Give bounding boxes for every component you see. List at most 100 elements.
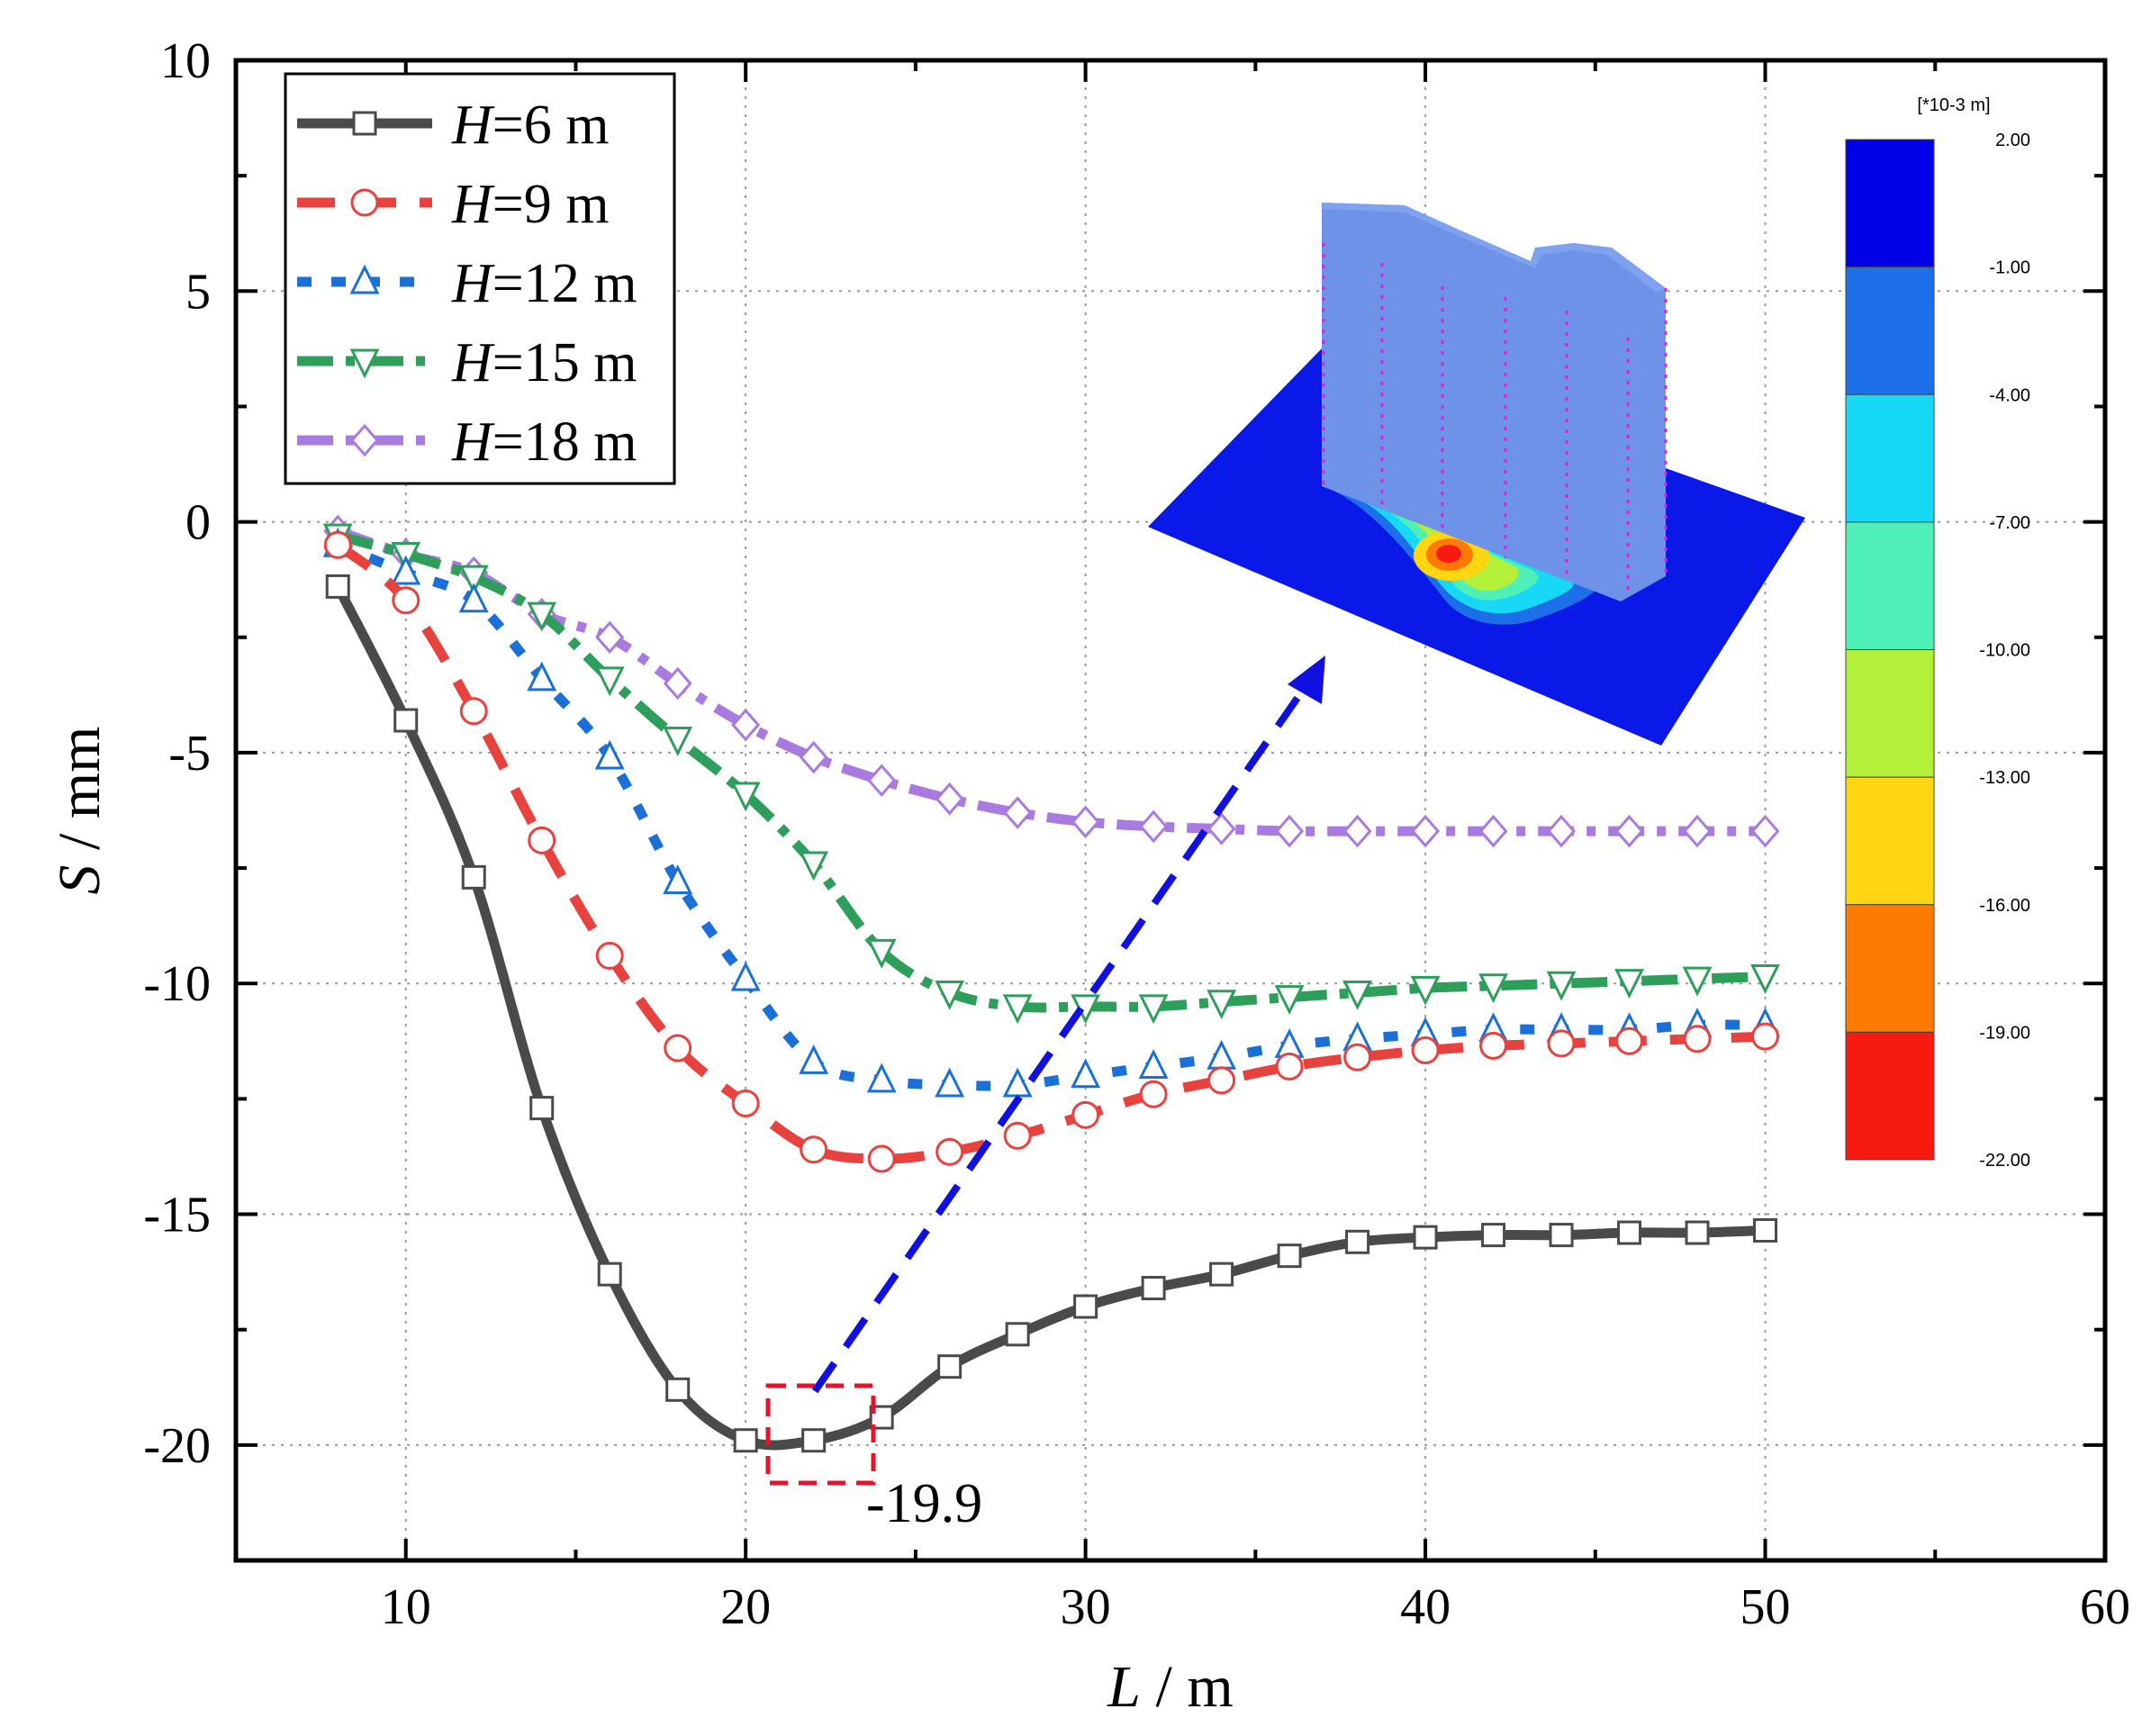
data-point	[665, 1377, 691, 1402]
legend-marker	[350, 423, 379, 457]
data-point	[458, 583, 489, 613]
data-point	[1753, 1217, 1778, 1243]
y-tick-label: -5	[168, 726, 211, 782]
legend-label-rest: =9 m	[493, 174, 610, 235]
data-point	[663, 727, 693, 756]
data-point	[594, 739, 625, 770]
series-h-12-m	[322, 527, 1780, 1098]
data-point	[730, 782, 761, 812]
legend-box	[284, 72, 676, 485]
data-point	[1549, 1223, 1574, 1248]
data-point	[1003, 1121, 1032, 1150]
x-axis-title-unit: / m	[1141, 1654, 1234, 1720]
colorbar-tick-label: -1.00	[1989, 258, 2030, 278]
y-axis-title-unit: / mm	[47, 726, 113, 864]
data-point	[935, 980, 965, 1010]
x-tick-label: 20	[720, 1579, 771, 1635]
data-point	[527, 661, 557, 692]
legend-marker	[350, 188, 379, 217]
legend-label-rest: =15 m	[493, 332, 637, 393]
data-point	[799, 740, 828, 774]
data-point	[1614, 814, 1644, 848]
data-point	[595, 620, 625, 655]
colorbar: 2.00 -1.00 -4.00 -7.00 -10.00 -13.00 -16.00 -19…	[1845, 131, 2030, 1171]
legend-label-var: H	[451, 95, 495, 156]
data-point	[392, 586, 420, 615]
legend-marker	[352, 111, 377, 136]
data-point	[1002, 994, 1033, 1025]
data-point	[866, 938, 897, 969]
data-point	[1614, 969, 1644, 999]
data-point	[1139, 809, 1169, 844]
legend-label-var: H	[451, 411, 495, 473]
data-point	[733, 1428, 758, 1453]
data-point	[1207, 1039, 1237, 1070]
legend-entry: H=6 m	[297, 95, 609, 156]
series-line	[336, 540, 1766, 1091]
y-axis-title: S / mm	[47, 726, 113, 894]
data-point	[1682, 966, 1713, 997]
minimum-highlight-box	[765, 1383, 876, 1486]
callout-arrow-head	[1288, 656, 1325, 704]
data-point	[1410, 975, 1441, 1006]
legend: H=6 mH=9 mH=12 mH=15 mH=18 m	[284, 72, 676, 485]
data-point	[1207, 812, 1236, 845]
data-point	[937, 1354, 963, 1379]
data-point	[1685, 1220, 1710, 1245]
data-point	[529, 1096, 555, 1121]
legend-entry: H=18 m	[297, 411, 637, 473]
colorbar-segment	[1845, 139, 1935, 268]
data-point	[1071, 1100, 1100, 1129]
x-tick-label: 60	[2080, 1579, 2130, 1635]
data-point	[1345, 1229, 1370, 1254]
data-point	[1411, 814, 1441, 848]
data-point	[323, 530, 352, 559]
legend-label-rest: =18 m	[493, 411, 637, 473]
inset-3d-model: 2.00 -1.00 -4.00 -7.00 -10.00 -13.00 -16.00 -19…	[1148, 95, 2030, 1171]
inset-building-face	[1322, 203, 1666, 601]
data-point	[1411, 1036, 1440, 1065]
legend-label-var: H	[451, 332, 495, 393]
data-point	[1478, 973, 1509, 1004]
inset-contour-red	[1436, 545, 1461, 563]
data-point	[1546, 971, 1577, 1001]
data-point	[325, 574, 350, 599]
y-tick-label: -10	[143, 956, 211, 1012]
colorbar-unit: [*10-3 m]	[1917, 95, 1990, 115]
x-tick-label: 50	[1740, 1579, 1791, 1635]
y-tick-label: 0	[185, 495, 211, 551]
data-point	[597, 1261, 622, 1287]
data-point	[1139, 1080, 1168, 1108]
colorbar-tick-label: -22.00	[1979, 1151, 2030, 1171]
series-h-6-m	[325, 574, 1778, 1453]
data-point	[1683, 1025, 1712, 1053]
data-point	[1002, 1067, 1033, 1098]
y-axis-title-var: S	[47, 865, 113, 895]
x-tick-label: 10	[381, 1579, 431, 1635]
legend-label: H=18 m	[451, 411, 637, 473]
series-h-15-m	[322, 523, 1780, 1025]
data-point	[1073, 1294, 1098, 1319]
data-point	[866, 1062, 897, 1093]
data-point	[1547, 814, 1577, 848]
x-axis-title-var: L	[1107, 1654, 1141, 1720]
data-point	[595, 941, 624, 970]
data-point	[1413, 1225, 1438, 1250]
data-point	[458, 565, 489, 595]
data-point	[1342, 814, 1372, 848]
data-point	[935, 1067, 965, 1098]
legend-entry: H=9 m	[297, 174, 609, 235]
colorbar-tick-label: -16.00	[1979, 896, 2030, 916]
data-point	[1138, 1049, 1169, 1080]
data-point	[1751, 1022, 1780, 1051]
legend-label-rest: =6 m	[493, 95, 610, 156]
data-point	[1207, 1066, 1236, 1095]
y-tick-label: 10	[160, 33, 211, 89]
y-tick-label: 5	[185, 264, 211, 320]
x-tick-label: 40	[1400, 1579, 1451, 1635]
series-line	[336, 526, 1766, 836]
legend-entry: H=12 m	[297, 253, 637, 314]
colorbar-segment	[1845, 904, 1935, 1033]
